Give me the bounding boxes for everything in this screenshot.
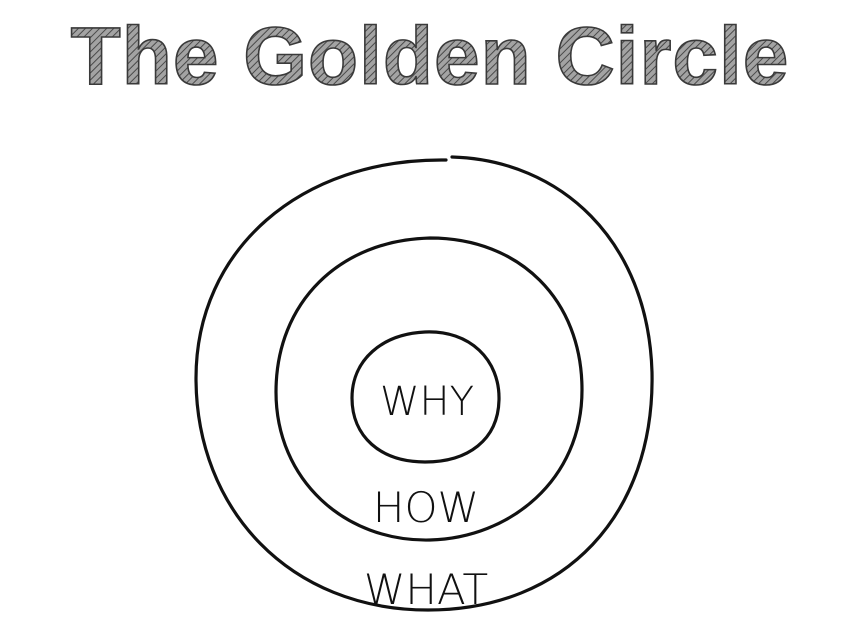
outer-ring-what xyxy=(194,155,654,612)
golden-circle-diagram: WHY HOW WHAT xyxy=(194,155,654,614)
inner-ring-why xyxy=(350,330,501,464)
label-how: HOW xyxy=(373,483,479,532)
page-title: The Golden Circle xyxy=(71,11,790,102)
middle-ring-how xyxy=(274,236,584,542)
label-why: WHY xyxy=(380,379,474,425)
title-banner: The Golden Circle xyxy=(70,10,790,103)
label-what: WHAT xyxy=(364,565,488,614)
